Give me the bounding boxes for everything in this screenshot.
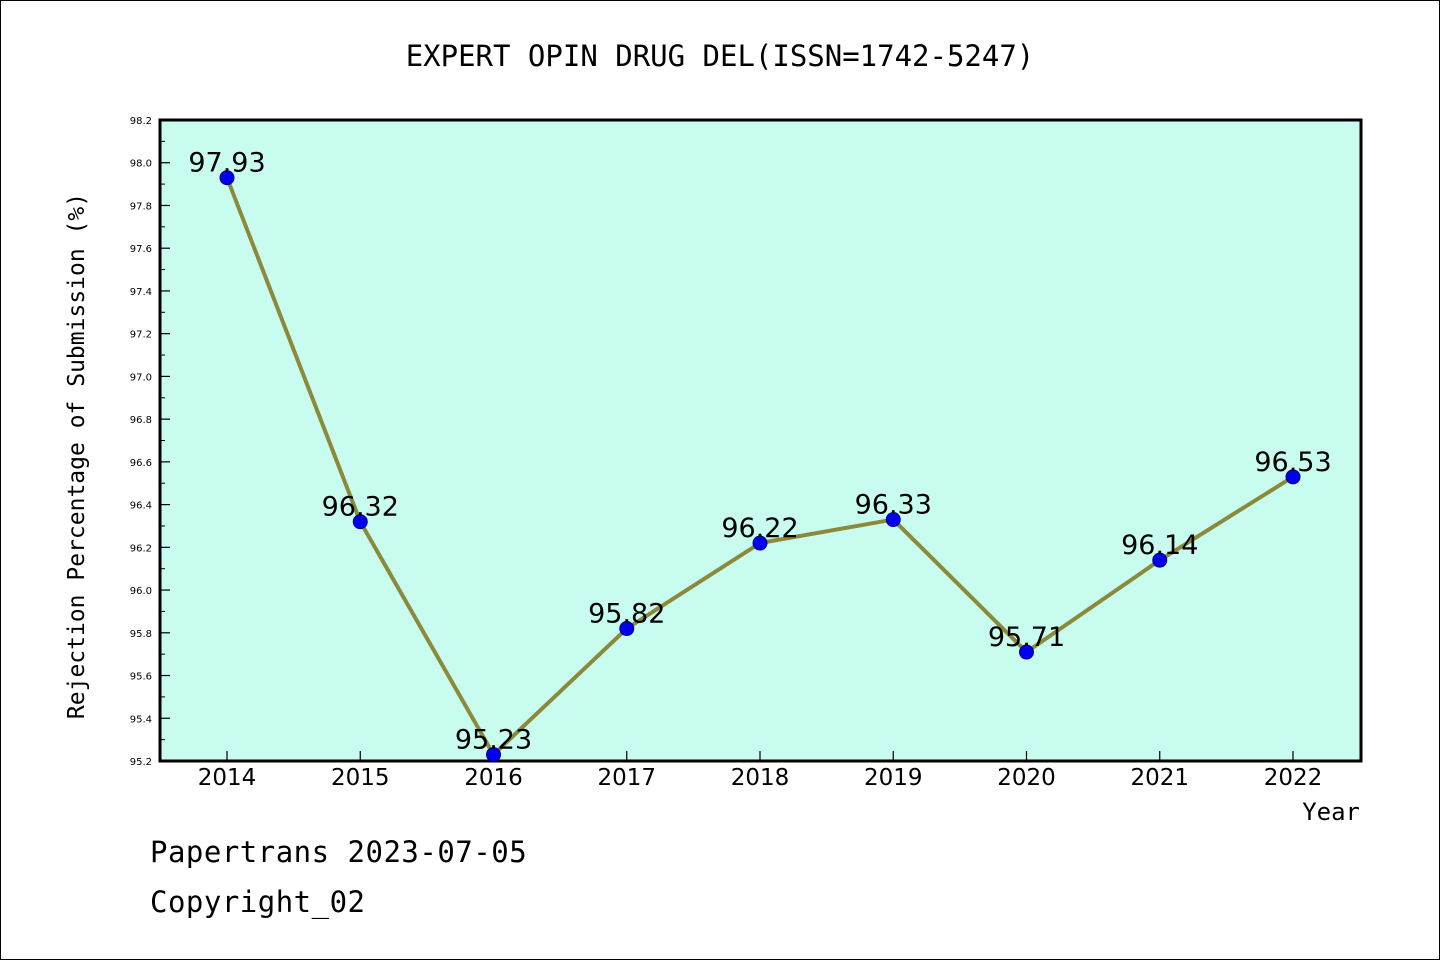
y-tick-label: 97.0 bbox=[130, 372, 152, 383]
x-tick-label: 2018 bbox=[731, 765, 790, 791]
data-label: 96.53 bbox=[1254, 447, 1331, 478]
x-tick-label: 2014 bbox=[198, 765, 257, 791]
x-tick-label: 2017 bbox=[597, 765, 656, 791]
y-tick-label: 96.8 bbox=[130, 415, 152, 426]
data-label: 95.23 bbox=[455, 725, 532, 756]
x-tick-label: 2019 bbox=[864, 765, 923, 791]
y-tick-label: 96.2 bbox=[130, 543, 152, 554]
plot-area bbox=[158, 118, 1363, 763]
data-label: 95.71 bbox=[988, 622, 1065, 653]
data-point-marker bbox=[486, 747, 501, 763]
x-tick-label: 2021 bbox=[1130, 765, 1189, 791]
y-tick-label: 96.4 bbox=[130, 501, 152, 512]
y-tick-label: 98.2 bbox=[130, 116, 152, 127]
data-label: 96.32 bbox=[322, 492, 399, 523]
data-label: 96.14 bbox=[1121, 530, 1198, 561]
data-label: 96.22 bbox=[721, 513, 798, 544]
y-tick-label: 97.8 bbox=[130, 201, 152, 212]
chart-title: EXPERT OPIN DRUG DEL(ISSN=1742-5247) bbox=[406, 39, 1035, 73]
footer-date: Papertrans 2023-07-05 bbox=[150, 835, 528, 869]
y-tick-label: 97.6 bbox=[130, 244, 152, 255]
data-point-marker bbox=[752, 535, 768, 551]
x-tick-label: 2016 bbox=[464, 765, 523, 791]
data-label: 96.33 bbox=[855, 490, 932, 521]
y-tick-label: 97.4 bbox=[130, 287, 152, 298]
data-point-marker bbox=[619, 621, 635, 637]
y-tick-label: 98.0 bbox=[130, 159, 152, 170]
x-axis-label: Year bbox=[1302, 798, 1360, 826]
y-tick-label: 97.2 bbox=[130, 330, 152, 341]
x-tick-label: 2015 bbox=[331, 765, 390, 791]
y-axis-ticks: 95.2 95.4 95.6 95.8 96.0 96.2 96.4 96.6 96.8 97.0… bbox=[130, 116, 170, 768]
data-point-marker bbox=[885, 512, 901, 528]
data-point-marker bbox=[1152, 552, 1168, 568]
x-tick-label: 2022 bbox=[1264, 765, 1323, 791]
y-tick-label: 96.0 bbox=[130, 586, 152, 597]
x-tick-label: 2020 bbox=[997, 765, 1056, 791]
x-axis-ticks: 2014 2015 2016 2017 2018 2019 2020 2021 2022 bbox=[198, 751, 1323, 791]
data-point-marker bbox=[352, 514, 368, 530]
y-tick-label: 96.6 bbox=[130, 458, 152, 469]
footer-copyright: Copyright_02 bbox=[150, 885, 366, 919]
y-tick-label: 95.4 bbox=[130, 714, 152, 725]
data-point-marker bbox=[1019, 644, 1034, 660]
y-axis-label: Rejection Percentage of Submission (%) bbox=[64, 193, 90, 719]
y-tick-label: 95.2 bbox=[130, 757, 152, 768]
y-tick-label: 95.8 bbox=[130, 629, 152, 640]
series-group: 97.93 96.32 95.23 95.82 96.22 96.33 95.71 96.14… bbox=[188, 148, 1332, 763]
y-tick-label: 95.6 bbox=[130, 672, 152, 683]
data-label: 95.82 bbox=[588, 599, 665, 630]
data-label: 97.93 bbox=[188, 148, 265, 179]
data-point-marker bbox=[219, 170, 235, 186]
data-point-marker bbox=[1285, 469, 1301, 485]
